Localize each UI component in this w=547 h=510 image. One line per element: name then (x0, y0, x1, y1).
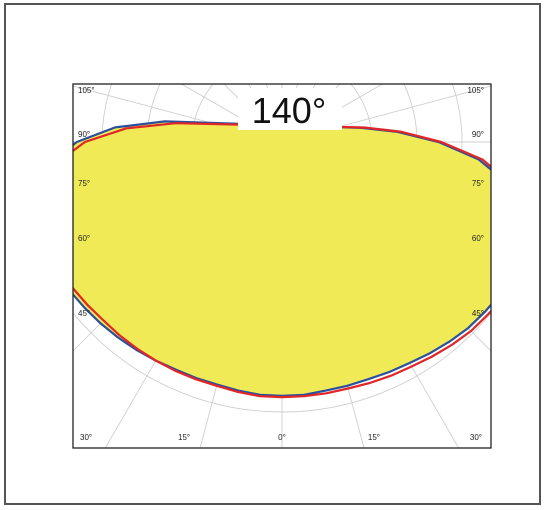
grid-spoke (328, 85, 491, 130)
grid-spoke (294, 84, 299, 96)
plot-border (72, 83, 492, 449)
grid-spoke (323, 84, 384, 119)
series-line-2 (73, 122, 491, 399)
grid-spoke (73, 85, 236, 130)
angle-label-right: 30° (470, 433, 482, 442)
angle-label-left: 105° (78, 86, 95, 95)
angle-label-right: 45° (472, 309, 484, 318)
series-group (73, 120, 491, 399)
angle-ticks: 105° 90° 75° 60° 45° 30° 15° 105° 90° 75° 60° 45° 30… (78, 86, 484, 442)
angle-label-right: 75° (472, 179, 484, 188)
series-line-1 (73, 120, 491, 397)
chart-title: 140° (252, 90, 326, 131)
angle-label-right: 90° (472, 130, 484, 139)
title-background (238, 88, 342, 130)
angle-label-right: 60° (472, 234, 484, 243)
angle-label-center: 0° (278, 433, 286, 442)
chart-title-group: 140° (238, 88, 342, 131)
angle-label-left: 90° (78, 130, 90, 139)
grid-spoke (180, 84, 241, 119)
angle-label-right: 15° (368, 433, 380, 442)
grid-spoke (265, 84, 270, 96)
angle-label-left: 30° (80, 433, 92, 442)
angle-label-left: 15° (178, 433, 190, 442)
series-fill (73, 121, 491, 396)
angle-label-right: 105° (467, 86, 484, 95)
angle-label-left: 45° (78, 309, 90, 318)
angle-label-left: 60° (78, 234, 90, 243)
angle-label-left: 75° (78, 179, 90, 188)
